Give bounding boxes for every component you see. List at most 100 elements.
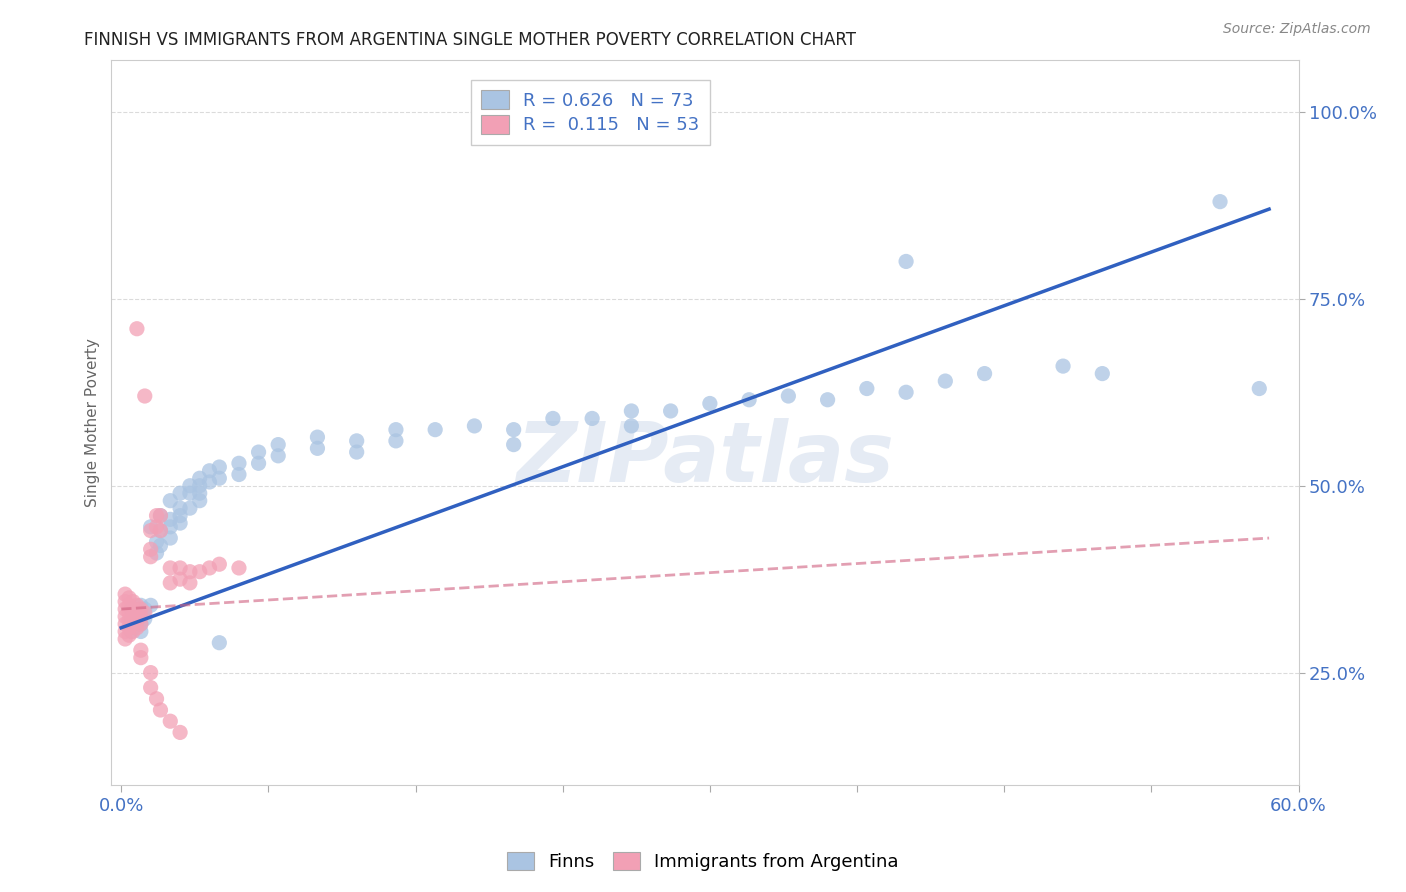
Point [139,542,162,557]
Point [169,508,191,523]
Point [425,423,447,437]
Point [118,613,141,627]
Point [179,575,201,590]
Point [228,456,250,470]
Point [778,389,800,403]
Point [973,367,995,381]
Point [169,501,191,516]
Point [159,520,181,534]
Point [139,524,162,538]
Point [139,681,162,695]
Point [114,602,136,616]
Point [169,572,191,586]
Point [134,606,156,620]
Point [129,609,152,624]
Point [139,599,162,613]
Point [122,602,145,616]
Point [620,418,643,433]
Point [120,613,142,627]
Point [125,621,148,635]
Point [134,612,156,626]
Point [149,539,172,553]
Point [125,599,148,613]
Point [134,389,156,403]
Point [114,624,136,639]
Point [149,524,172,538]
Point [699,396,721,410]
Point [125,613,148,627]
Point [129,624,152,639]
Point [228,561,250,575]
Point [122,624,145,639]
Point [129,602,152,616]
Point [198,464,221,478]
Point [120,602,142,616]
Point [159,531,181,545]
Point [125,606,148,620]
Point [1091,367,1114,381]
Point [125,613,148,627]
Point [346,434,368,448]
Point [129,617,152,632]
Point [149,524,172,538]
Point [159,561,181,575]
Point [179,486,201,500]
Point [581,411,603,425]
Y-axis label: Single Mother Poverty: Single Mother Poverty [86,338,100,507]
Point [145,508,167,523]
Point [346,445,368,459]
Point [502,423,524,437]
Point [208,471,231,485]
Point [541,411,564,425]
Point [145,691,167,706]
Point [169,725,191,739]
Text: FINNISH VS IMMIGRANTS FROM ARGENTINA SINGLE MOTHER POVERTY CORRELATION CHART: FINNISH VS IMMIGRANTS FROM ARGENTINA SIN… [84,31,856,49]
Point [118,628,141,642]
Point [114,609,136,624]
Point [894,385,917,400]
Point [159,493,181,508]
Point [385,423,408,437]
Point [145,534,167,549]
Point [208,558,231,572]
Point [198,561,221,575]
Point [122,594,145,608]
Point [120,621,142,635]
Point [179,479,201,493]
Point [139,549,162,564]
Point [139,520,162,534]
Point [159,575,181,590]
Legend: R = 0.626   N = 73, R =  0.115   N = 53: R = 0.626 N = 73, R = 0.115 N = 53 [471,79,710,145]
Point [247,456,270,470]
Point [169,516,191,530]
Point [1209,194,1232,209]
Point [385,434,408,448]
Point [228,467,250,482]
Point [125,322,148,336]
Point [118,621,141,635]
Text: Source: ZipAtlas.com: Source: ZipAtlas.com [1223,22,1371,37]
Point [122,609,145,624]
Text: ZIPatlas: ZIPatlas [516,418,894,499]
Point [169,486,191,500]
Point [125,606,148,620]
Point [129,599,152,613]
Point [114,594,136,608]
Point [114,587,136,601]
Point [149,703,172,717]
Point [463,418,485,433]
Point [129,617,152,632]
Point [198,475,221,489]
Point [134,602,156,616]
Point [894,254,917,268]
Point [179,565,201,579]
Point [169,561,191,575]
Point [118,591,141,605]
Point [149,508,172,523]
Point [188,471,211,485]
Point [145,520,167,534]
Point [188,565,211,579]
Point [1052,359,1074,373]
Point [129,643,152,657]
Point [208,636,231,650]
